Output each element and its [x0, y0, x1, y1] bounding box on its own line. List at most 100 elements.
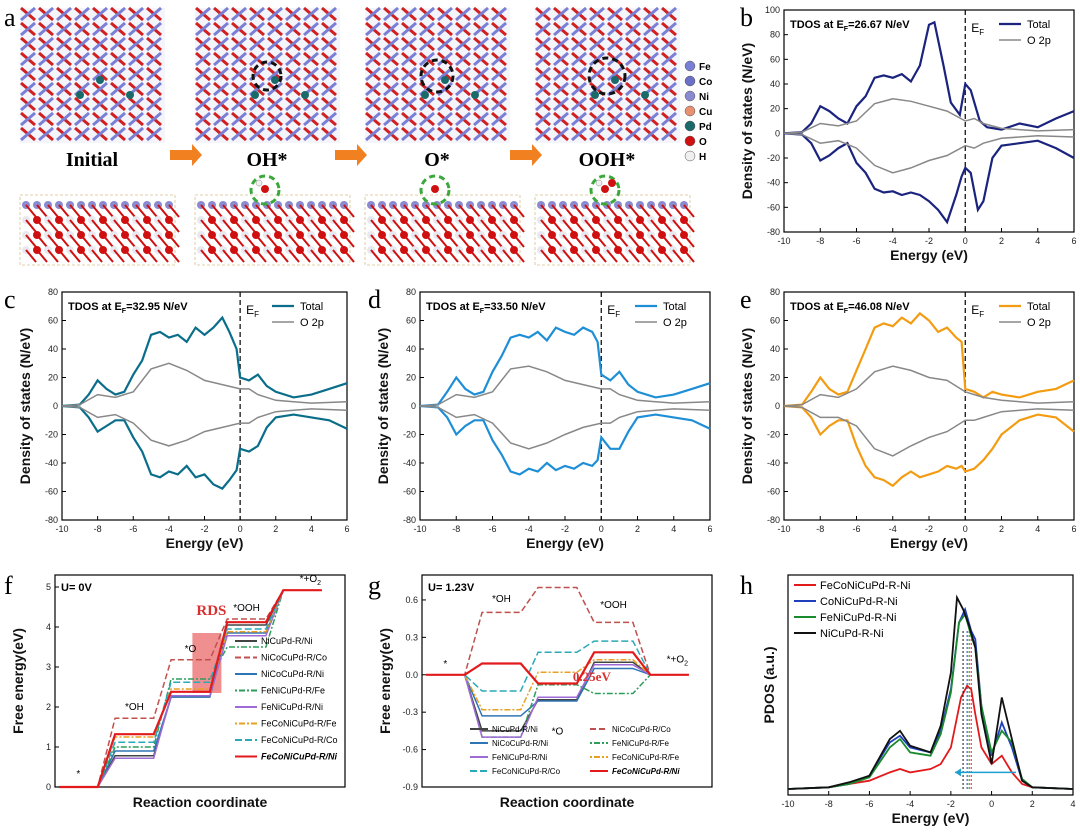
total-dos-line — [61, 315, 348, 408]
arrow-icon — [335, 144, 367, 166]
legend-label: NiCoCuPd-R/Ni — [261, 669, 324, 679]
o2p-dos-line — [419, 405, 711, 450]
panel-b: b-10 -8 -6 -4 -2 0 2 4 6-80-60-40-20020406080100… — [739, 3, 1077, 263]
x-tick-label: 2 — [999, 236, 1004, 246]
x-tick-label: -10 — [777, 236, 790, 246]
legend-label: FeNiCuPd-R-Ni — [820, 612, 896, 624]
x-tick-label: -4 — [889, 236, 897, 246]
tdos-annotation: TDOS at EF=26.67 N/eV — [790, 19, 910, 33]
element-legend-item: Fe — [684, 60, 711, 73]
element-swatch — [684, 90, 696, 102]
legend-label: O 2p — [300, 317, 324, 329]
element-label: H — [699, 152, 706, 163]
state-label: * — [443, 659, 447, 670]
element-legend-item: Co — [684, 75, 712, 88]
y-tick-label: 0 — [53, 401, 58, 411]
y-tick-label: 60 — [770, 316, 780, 326]
legend-label: FeCoNiCuPd-R/Fe — [612, 753, 680, 762]
legend: Total O 2p — [272, 301, 324, 329]
y-tick-label: 5 — [46, 582, 51, 592]
y-tick-label: 0.0 — [405, 670, 418, 680]
y-tick-label: -60 — [767, 202, 780, 212]
element-label: Fe — [699, 62, 711, 73]
y-tick-label: -80 — [403, 515, 416, 525]
y-tick-label: -80 — [45, 515, 58, 525]
panel-letter: e — [740, 285, 752, 314]
element-label: Cu — [699, 107, 712, 118]
y-tick-label: -80 — [767, 515, 780, 525]
x-tick-label: -2 — [925, 236, 933, 246]
y-tick-label: 0 — [775, 401, 780, 411]
y-tick-label: 60 — [406, 316, 416, 326]
state-label: *+O2 — [300, 574, 322, 587]
panel-letter: d — [368, 285, 381, 314]
y-tick-label: 2 — [46, 702, 51, 712]
o2p-dos-line — [419, 365, 711, 407]
potential-annotation: U= 1.23V — [428, 582, 475, 594]
x-axis-label: Reaction coordinate — [500, 794, 635, 810]
total-dos-line — [783, 132, 1075, 225]
legend: NiCuPd-R/Ni NiCoCuPd-R/Co NiCoCuPd-R/Ni FeN… — [235, 636, 338, 762]
y-tick-label: 80 — [406, 287, 416, 297]
y-tick-label: 80 — [770, 287, 780, 297]
x-tick-label: -2 — [947, 799, 955, 809]
energy-path — [59, 589, 322, 788]
panel-f: f 0 1 2 3 4 5 Reaction coordinate Free energy(eV… — [4, 571, 346, 810]
x-tick-label: -2 — [561, 524, 569, 534]
y-tick-label: 0 — [411, 401, 416, 411]
legend-label: FeCoNiCuPd-R-Ni — [820, 580, 910, 592]
legend-label: NiCuPd-R/Ni — [492, 725, 538, 734]
legend: Total O 2p — [635, 301, 687, 329]
legend-label: Total — [663, 301, 686, 313]
y-axis-label: PDOS (a.u.) — [761, 646, 777, 723]
energy-path — [59, 589, 322, 788]
legend-label: FeCoNiCuPd-R/Fe — [261, 719, 337, 729]
legend-label: FeCoNiCuPd-R/Co — [492, 767, 561, 776]
stage-label: O* — [424, 149, 450, 171]
element-label: Co — [699, 77, 712, 88]
y-tick-label: 40 — [770, 344, 780, 354]
adsorbate-circle — [589, 174, 621, 206]
y-axis-label: Density of states (N/eV) — [739, 43, 755, 199]
legend: Total O 2p — [999, 301, 1051, 329]
legend-label: NiCuPd-R-Ni — [820, 628, 884, 640]
x-tick-label: -8 — [816, 524, 824, 534]
tdos-annotation: TDOS at EF=32.95 N/eV — [68, 301, 188, 315]
legend-label: FeCoNiCuPd-R/Ni — [612, 767, 680, 776]
legend-label: O 2p — [663, 317, 687, 329]
x-tick-label: -8 — [825, 799, 833, 809]
x-tick-label: 4 — [671, 524, 676, 534]
pdos-line — [787, 594, 1074, 790]
y-tick-label: -60 — [403, 487, 416, 497]
legend-label: Total — [1027, 301, 1050, 313]
lattice-side — [194, 174, 355, 266]
y-axis-label: Density of states (N/eV) — [375, 328, 391, 484]
total-dos-line — [419, 326, 711, 408]
arrow-icon — [510, 144, 542, 166]
legend-label: Total — [1027, 19, 1050, 31]
energy-path — [426, 661, 689, 732]
x-tick-label: 6 — [1071, 524, 1076, 534]
stage-3: OOH* — [534, 6, 695, 266]
stage-label: OH* — [246, 149, 287, 171]
legend-label: FeCoNiCuPd-R/Co — [261, 735, 338, 745]
y-tick-label: -0.3 — [402, 707, 418, 717]
o2p-dos-line — [783, 132, 1075, 174]
plot-frame — [787, 574, 1074, 796]
state-label: *+O2 — [667, 655, 689, 668]
x-tick-label: 2 — [635, 524, 640, 534]
x-tick-label: 6 — [344, 524, 349, 534]
lattice-top — [365, 6, 510, 143]
y-tick-label: 20 — [406, 373, 416, 383]
fermi-label: EF — [971, 21, 984, 37]
potential-annotation: U= 0V — [61, 582, 93, 594]
pdos-line — [787, 684, 1074, 790]
x-tick-label: -4 — [889, 524, 897, 534]
adsorbate-circle — [249, 174, 281, 206]
element-legend-item: Cu — [684, 105, 712, 118]
x-tick-label: -6 — [852, 524, 860, 534]
o2p-dos-line — [61, 362, 348, 407]
state-label: *OOH — [233, 603, 260, 614]
element-label: O — [699, 137, 707, 148]
